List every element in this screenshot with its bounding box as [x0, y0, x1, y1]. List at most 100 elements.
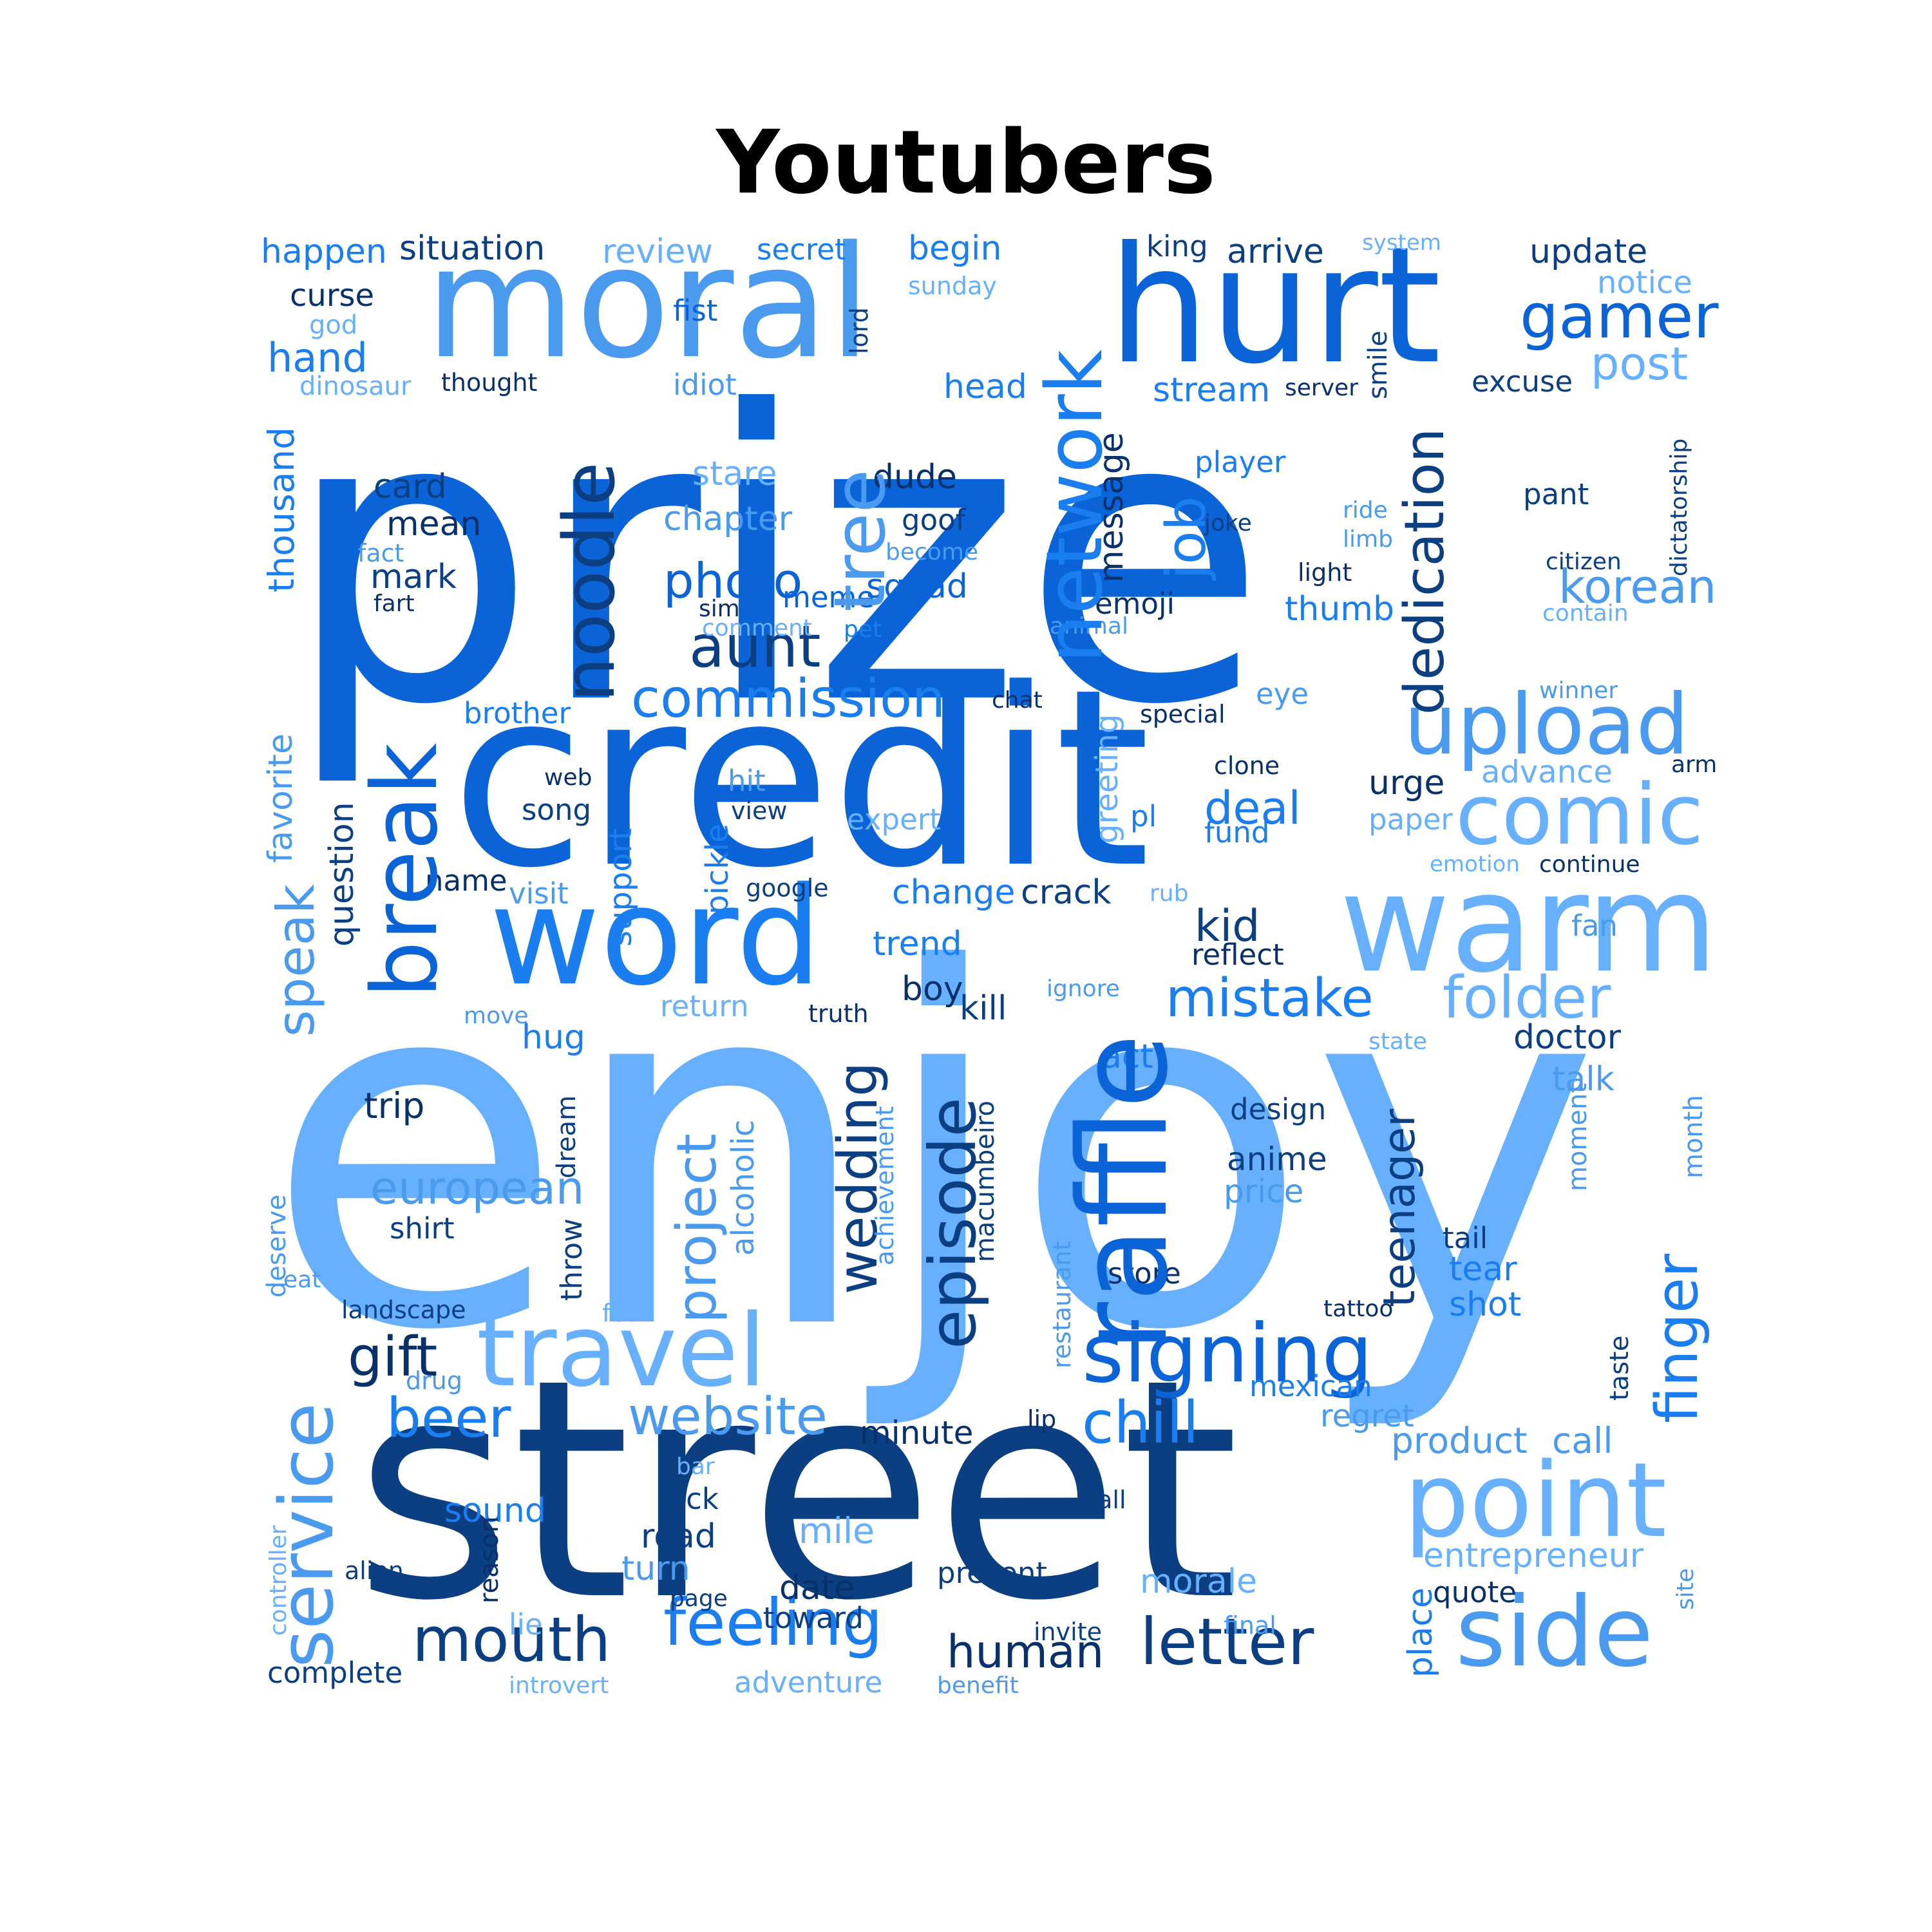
word-thought: thought — [441, 368, 538, 397]
word-quote: quote — [1433, 1575, 1517, 1609]
word-project: project — [665, 1133, 729, 1323]
word-citizen: citizen — [1546, 549, 1622, 575]
word-european: european — [370, 1162, 585, 1215]
word-card: card — [374, 468, 447, 506]
word-street: street — [354, 1314, 1240, 1667]
word-view: view — [731, 797, 788, 825]
word-enjoy: enjoy — [264, 868, 1601, 1437]
word-final: final — [1224, 1611, 1276, 1640]
word-finger: finger — [1643, 1253, 1711, 1423]
word-brother: brother — [464, 696, 571, 730]
word-mean: mean — [386, 505, 482, 544]
word-dude: dude — [873, 458, 957, 497]
word-travel: travel — [477, 1293, 766, 1409]
word-stream: stream — [1153, 371, 1271, 410]
word-anime: anime — [1227, 1141, 1327, 1178]
word-kid: kid — [1195, 901, 1260, 952]
word-talk: talk — [1552, 1060, 1615, 1099]
word-upload: upload — [1404, 676, 1689, 773]
word-kill: kill — [960, 989, 1007, 1028]
word-product: product — [1391, 1420, 1528, 1461]
word-signing: signing — [1082, 1307, 1373, 1401]
word-tattoo: tattoo — [1323, 1296, 1394, 1322]
word-boy: boy — [902, 970, 963, 1009]
word-break: break — [353, 743, 458, 998]
word-benefit: benefit — [937, 1672, 1019, 1699]
word-macumbeiro: macumbeiro — [971, 1101, 1000, 1262]
word-taste: taste — [1605, 1335, 1634, 1401]
word-move: move — [464, 1003, 529, 1029]
word-present: present — [937, 1556, 1048, 1590]
word-ball: ball — [1082, 1486, 1126, 1514]
word-toward: toward — [763, 1601, 864, 1635]
word-moment: moment — [1563, 1083, 1593, 1191]
word-idiot: idiot — [673, 368, 737, 402]
word-site: site — [1672, 1567, 1699, 1610]
word-curse: curse — [290, 278, 375, 314]
word-shirt: shirt — [390, 1211, 455, 1245]
word-return: return — [660, 989, 749, 1023]
word-joke: joke — [1204, 510, 1252, 536]
word-expert: expert — [847, 802, 941, 837]
word-month: month — [1679, 1095, 1709, 1179]
word-hit: hit — [728, 764, 766, 798]
word-reflect: reflect — [1191, 938, 1284, 972]
word-review: review — [602, 232, 713, 271]
word-mile: mile — [799, 1510, 875, 1551]
word-question: question — [323, 802, 361, 947]
word-act: act — [1101, 1037, 1153, 1076]
word-chill: chill — [1082, 1389, 1199, 1457]
word-king: king — [1146, 229, 1208, 263]
word-doctor: doctor — [1513, 1018, 1621, 1057]
word-comment: comment — [702, 615, 813, 641]
word-truth: truth — [808, 999, 869, 1028]
word-bar: bar — [676, 1454, 715, 1480]
word-limb: limb — [1343, 526, 1393, 553]
word-store: store — [1108, 1256, 1181, 1291]
word-clone: clone — [1214, 752, 1280, 780]
word-emoji: emoji — [1095, 587, 1175, 621]
word-pet: pet — [844, 616, 882, 643]
word-thousand: thousand — [261, 426, 302, 592]
word-cloud: enjoy prize street credit hurt moral wor… — [258, 225, 1726, 1707]
word-lack: lack — [660, 1482, 719, 1516]
word-mexican: mexican — [1249, 1369, 1372, 1403]
word-invite: invite — [1034, 1618, 1102, 1646]
word-secret: secret — [757, 232, 846, 267]
word-website: website — [628, 1387, 828, 1446]
word-contain: contain — [1542, 600, 1629, 627]
word-beer: beer — [386, 1387, 511, 1450]
word-fart: fart — [374, 591, 415, 617]
word-lie: lie — [509, 1607, 543, 1642]
word-mark: mark — [370, 558, 457, 596]
word-thumb: thumb — [1285, 590, 1394, 629]
word-dictatorship: dictatorship — [1666, 438, 1692, 576]
word-entrepreneur: entrepreneur — [1423, 1537, 1644, 1575]
word-shot: shot — [1449, 1285, 1522, 1324]
word-mouth: mouth — [412, 1605, 611, 1676]
word-crack: crack — [1021, 873, 1112, 912]
word-dinosaur: dinosaur — [299, 372, 412, 401]
word-deserve: deserve — [262, 1194, 292, 1298]
word-landscape: landscape — [341, 1296, 466, 1324]
word-song: song — [522, 793, 592, 827]
word-rub: rub — [1150, 880, 1189, 907]
word-morale: morale — [1140, 1562, 1258, 1601]
word-gamer: gamer — [1520, 281, 1719, 352]
word-point: point — [1404, 1440, 1667, 1560]
word-post: post — [1591, 337, 1689, 390]
word-server: server — [1285, 375, 1358, 401]
word-introvert: introvert — [509, 1672, 609, 1699]
word-system: system — [1362, 230, 1441, 256]
word-side: side — [1455, 1577, 1654, 1689]
word-lip: lip — [1027, 1405, 1057, 1434]
word-animal: animal — [1050, 613, 1129, 639]
word-notice: notice — [1597, 265, 1692, 301]
word-fact: fact — [357, 539, 404, 567]
word-raffle: raffle — [1052, 1033, 1195, 1352]
word-squad: squad — [866, 567, 968, 606]
word-light: light — [1298, 558, 1352, 587]
word-ride: ride — [1343, 497, 1388, 524]
word-throw: throw — [554, 1218, 589, 1301]
word-prize: prize — [283, 328, 1267, 792]
